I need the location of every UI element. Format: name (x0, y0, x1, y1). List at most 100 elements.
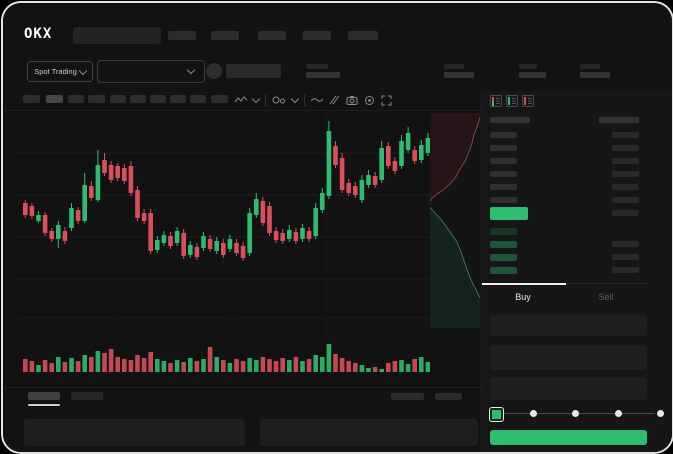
last-price-amount-placeholder (612, 210, 639, 216)
bottom-link-placeholder[interactable] (435, 393, 462, 400)
ask-amount-placeholder (612, 158, 639, 164)
bid-amount-placeholder (612, 254, 639, 260)
orderbook-bids-icon[interactable] (506, 94, 518, 107)
timeframe-button[interactable] (190, 95, 206, 103)
bottom-panel-placeholder (260, 419, 478, 446)
timeframe-button[interactable] (170, 95, 186, 103)
fullscreen-icon[interactable] (381, 95, 392, 106)
stat-value-placeholder (519, 72, 546, 78)
candlestick-chart[interactable] (17, 113, 431, 341)
candle-style-icon[interactable] (235, 95, 247, 105)
ask-amount-placeholder (612, 132, 639, 138)
divider (3, 387, 481, 388)
settings-icon[interactable] (364, 95, 375, 106)
slider-stop[interactable] (657, 410, 664, 417)
ask-row[interactable] (482, 194, 647, 207)
bid-price-placeholder (490, 254, 517, 261)
nav-item-placeholder[interactable] (348, 31, 378, 40)
timeframe-button[interactable] (68, 95, 84, 103)
toolbar-separator (265, 94, 266, 106)
chevron-down-icon[interactable] (251, 94, 261, 104)
camera-icon[interactable] (346, 95, 358, 105)
slider-handle[interactable] (489, 407, 504, 422)
toolbar-separator (304, 94, 305, 106)
bottom-tab-placeholder[interactable] (28, 392, 60, 400)
okx-logo: OKX (24, 26, 53, 42)
pair-name-placeholder (226, 64, 281, 78)
order-form-field[interactable] (490, 377, 647, 400)
bid-price-placeholder (490, 241, 517, 248)
indicator-icon[interactable] (272, 95, 286, 105)
last-price-highlight[interactable] (490, 207, 528, 220)
ask-price-placeholder (490, 145, 517, 151)
stat-value-placeholder (306, 72, 340, 78)
ask-price-placeholder (490, 171, 517, 177)
ask-row[interactable] (482, 181, 647, 194)
orderbook-asks-icon[interactable] (522, 94, 534, 107)
tab-buy[interactable]: Buy (515, 292, 531, 302)
order-form-field[interactable] (490, 315, 647, 336)
slider-stop[interactable] (529, 410, 537, 417)
timeframe-button[interactable] (46, 95, 63, 103)
tab-sell[interactable]: Sell (598, 292, 614, 302)
compare-icon[interactable] (329, 95, 340, 105)
chevron-down-icon (78, 66, 88, 75)
app-window: OKX Spot Trading (3, 3, 672, 452)
ask-row[interactable] (482, 129, 647, 142)
ask-row[interactable] (482, 142, 647, 155)
ask-row[interactable] (482, 155, 647, 168)
bid-row[interactable] (482, 251, 647, 264)
trade-tabs: Buy Sell (482, 283, 647, 310)
nav-item-placeholder[interactable] (211, 31, 239, 40)
market-type-label: Spot Trading (34, 67, 77, 76)
active-tab-indicator (482, 283, 566, 285)
bid-row[interactable] (482, 264, 647, 277)
ask-price-placeholder (490, 184, 517, 190)
chevron-down-icon (186, 65, 196, 75)
orderbook-header-placeholder (599, 117, 639, 123)
order-panel: Buy Sell (482, 91, 672, 452)
slider-stop[interactable] (614, 410, 622, 417)
pair-selector-dropdown[interactable] (97, 60, 205, 83)
timeframe-button[interactable] (23, 95, 40, 103)
orderbook-header-placeholder (490, 117, 530, 123)
bottom-tab-placeholder[interactable] (71, 392, 103, 400)
search-input[interactable] (73, 27, 161, 44)
ask-amount-placeholder (612, 184, 639, 190)
ask-amount-placeholder (612, 197, 639, 203)
stat-label-placeholder (519, 64, 537, 69)
ask-row[interactable] (482, 168, 647, 181)
bottom-link-placeholder[interactable] (391, 393, 424, 400)
line-style-icon[interactable] (311, 96, 323, 104)
bid-amount-placeholder (612, 267, 639, 273)
chart-toolbar (3, 90, 481, 111)
stat-value-placeholder (580, 72, 610, 78)
nav-item-placeholder[interactable] (168, 31, 196, 40)
nav-item-placeholder[interactable] (303, 31, 331, 40)
slider-stop[interactable] (572, 410, 579, 417)
order-form-field[interactable] (490, 345, 647, 370)
stat-value-placeholder (444, 72, 474, 78)
depth-chart (430, 113, 480, 328)
timeframe-button[interactable] (130, 95, 146, 103)
bid-row[interactable] (482, 225, 647, 238)
buy-submit-button[interactable] (490, 430, 647, 445)
timeframe-button[interactable] (88, 95, 105, 103)
coin-icon[interactable] (206, 63, 222, 79)
ask-price-placeholder (490, 197, 517, 203)
amount-slider[interactable] (489, 407, 664, 422)
orderbook-both-icon[interactable] (490, 94, 502, 107)
bid-row[interactable] (482, 238, 647, 251)
bid-price-placeholder (490, 228, 517, 235)
timeframe-button[interactable] (150, 95, 166, 103)
ask-amount-placeholder (612, 171, 639, 177)
bottom-panel-placeholder (24, 419, 245, 446)
ask-price-placeholder (490, 132, 517, 138)
divider (481, 91, 482, 452)
market-type-dropdown[interactable]: Spot Trading (27, 61, 93, 82)
chevron-down-icon[interactable] (290, 94, 300, 104)
timeframe-button[interactable] (110, 95, 126, 103)
nav-item-placeholder[interactable] (258, 31, 286, 40)
timeframe-button[interactable] (211, 95, 228, 103)
